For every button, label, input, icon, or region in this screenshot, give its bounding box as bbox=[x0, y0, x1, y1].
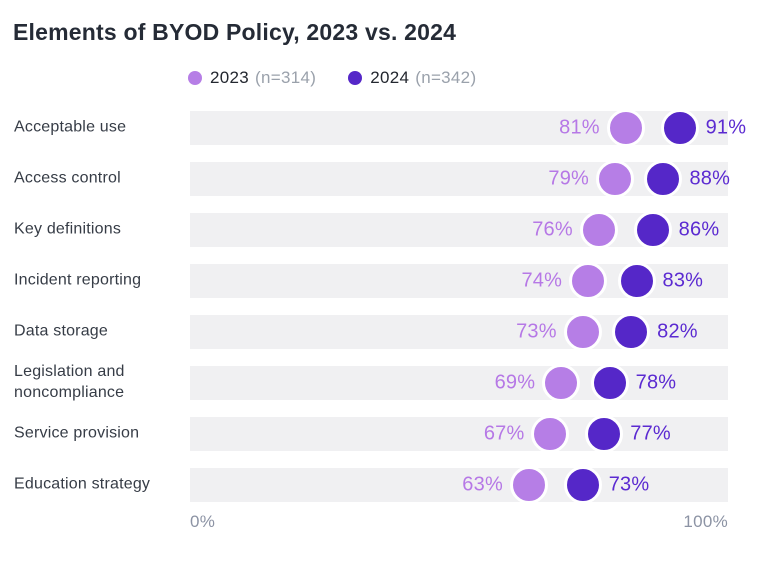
legend-item-2024: 2024 (n=342) bbox=[348, 68, 476, 88]
value-label-2023: 67% bbox=[483, 422, 525, 445]
row-track: 74% 83% bbox=[190, 262, 728, 300]
value-label-2024: 82% bbox=[657, 320, 698, 343]
data-dot-2024 bbox=[590, 364, 629, 402]
value-label-2024: 83% bbox=[662, 269, 704, 292]
category-label: Data storage bbox=[14, 322, 109, 340]
data-dot-2024 bbox=[644, 160, 683, 198]
legend-series-label: 2023 bbox=[210, 68, 250, 87]
legend-item-2023: 2023 (n=314) bbox=[188, 68, 316, 88]
chart-row: Key definitions 76% 86% bbox=[0, 211, 762, 249]
data-dot-2023 bbox=[563, 313, 602, 351]
value-label-2024: 88% bbox=[689, 167, 731, 190]
row-track: 69% 78% bbox=[190, 364, 728, 402]
value-label-2023: 79% bbox=[548, 167, 590, 190]
value-label-2023: 69% bbox=[494, 371, 536, 394]
category-label: Acceptable use bbox=[14, 118, 127, 136]
category-label: Incident reporting bbox=[14, 271, 142, 289]
legend-series-label: 2024 bbox=[370, 68, 410, 87]
data-dot-2023 bbox=[569, 262, 608, 300]
legend-sample-size: (n=342) bbox=[415, 68, 477, 87]
data-dot-2023 bbox=[596, 160, 635, 198]
data-dot-2023 bbox=[542, 364, 581, 402]
chart-row: Service provision 67% 77% bbox=[0, 415, 762, 453]
category-label: Service provision bbox=[14, 424, 140, 442]
chart-row: Legislation and noncompliance 69% 78% bbox=[0, 363, 762, 402]
x-axis-max-label: 100% bbox=[683, 512, 728, 531]
value-label-2024: 77% bbox=[630, 422, 671, 445]
chart-row: Access control 79% 88% bbox=[0, 160, 762, 198]
chart-rows: Acceptable use 81% 91% Access control 79% 88%… bbox=[0, 109, 762, 519]
x-axis: 0% 100% bbox=[190, 512, 728, 532]
category-label: Access control bbox=[14, 169, 121, 187]
chart-row: Incident reporting 74% 83% bbox=[0, 262, 762, 300]
value-label-2024: 78% bbox=[635, 371, 677, 394]
row-track: 81% 91% bbox=[190, 109, 746, 147]
data-dot-2024 bbox=[633, 211, 672, 249]
data-dot-2023 bbox=[606, 109, 645, 147]
row-track: 63% 73% bbox=[190, 466, 728, 504]
legend-dot-icon-2024 bbox=[348, 71, 363, 85]
value-label-2023: 81% bbox=[559, 116, 600, 139]
data-dot-2024 bbox=[617, 262, 656, 300]
category-label: Education strategy bbox=[14, 475, 151, 493]
value-label-2023: 73% bbox=[516, 320, 557, 343]
row-track: 76% 86% bbox=[190, 211, 728, 249]
value-label-2024: 91% bbox=[705, 116, 747, 139]
data-dot-2024 bbox=[660, 109, 699, 147]
row-track: 67% 77% bbox=[190, 415, 728, 453]
legend-sample-size: (n=314) bbox=[255, 68, 317, 87]
chart-row: Acceptable use 81% 91% bbox=[0, 109, 762, 147]
data-dot-2024 bbox=[612, 313, 651, 351]
chart-row: Education strategy 63% 73% bbox=[0, 466, 762, 504]
category-label: Legislation and noncompliance bbox=[14, 363, 125, 401]
row-track: 79% 88% bbox=[190, 160, 731, 198]
value-label-2024: 86% bbox=[678, 218, 720, 241]
category-label: Key definitions bbox=[14, 220, 122, 238]
row-track: 73% 82% bbox=[190, 313, 728, 351]
data-dot-2024 bbox=[585, 415, 624, 453]
data-dot-2023 bbox=[531, 415, 570, 453]
value-label-2023: 76% bbox=[532, 218, 573, 241]
legend: 2023 (n=314) 2024 (n=342) bbox=[188, 68, 476, 88]
data-dot-2023 bbox=[509, 466, 548, 504]
legend-dot-icon-2023 bbox=[188, 71, 202, 85]
data-dot-2023 bbox=[579, 211, 618, 249]
x-axis-min-label: 0% bbox=[190, 512, 216, 531]
value-label-2023: 63% bbox=[462, 473, 503, 496]
chart-row: Data storage 73% 82% bbox=[0, 313, 762, 351]
chart-title: Elements of BYOD Policy, 2023 vs. 2024 bbox=[13, 19, 457, 45]
value-label-2024: 73% bbox=[608, 473, 650, 496]
data-dot-2024 bbox=[563, 466, 602, 504]
value-label-2023: 74% bbox=[521, 269, 563, 292]
